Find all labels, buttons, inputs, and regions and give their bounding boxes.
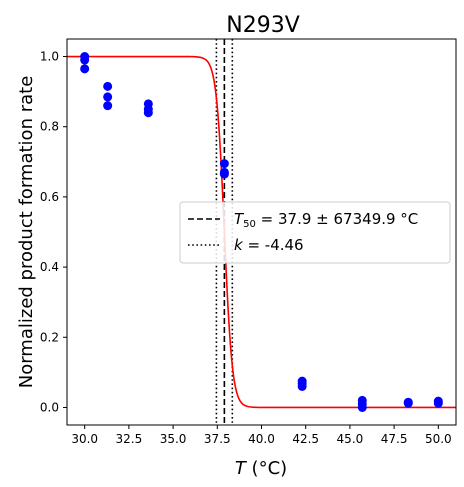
fit-curve-layer bbox=[67, 55, 456, 409]
data-point bbox=[143, 108, 153, 118]
y-axis: 0.0 0.2 0.4 0.6 0.8 1.0 bbox=[40, 50, 67, 414]
x-tick-label: 30.0 bbox=[71, 432, 98, 446]
chart-title: N293V bbox=[226, 13, 300, 38]
data-point bbox=[219, 159, 229, 169]
x-axis: 30.0 32.5 35.0 37.5 40.0 42.5 45.0 47.5 50.0 bbox=[71, 425, 452, 446]
data-point bbox=[103, 81, 113, 91]
legend: T50 = 37.9 ± 67349.9 °C k = -4.46 bbox=[179, 201, 451, 264]
data-point bbox=[357, 402, 367, 412]
data-point bbox=[403, 398, 413, 408]
y-tick-label: 0.2 bbox=[40, 330, 59, 344]
x-tick-label: 40.0 bbox=[248, 432, 275, 446]
data-point bbox=[80, 64, 90, 74]
x-tick-label: 35.0 bbox=[160, 432, 187, 446]
data-points bbox=[80, 52, 443, 412]
data-point bbox=[103, 92, 113, 102]
x-tick-label: 45.0 bbox=[337, 432, 364, 446]
x-tick-label: 32.5 bbox=[116, 432, 143, 446]
legend-entry-k: k = -4.46 bbox=[234, 236, 304, 254]
data-point bbox=[297, 381, 307, 391]
x-tick-label: 42.5 bbox=[292, 432, 319, 446]
y-tick-label: 0.8 bbox=[40, 120, 59, 134]
legend-entry-t50: T50 = 37.9 ± 67349.9 °C bbox=[234, 210, 418, 230]
data-point bbox=[103, 101, 113, 111]
data-point bbox=[80, 55, 90, 65]
y-tick-label: 0.4 bbox=[40, 260, 59, 274]
x-tick-label: 47.5 bbox=[381, 432, 408, 446]
fit-curve bbox=[67, 55, 456, 409]
data-point bbox=[219, 169, 229, 179]
data-point bbox=[433, 398, 443, 408]
legend-box bbox=[179, 201, 451, 264]
y-tick-label: 0.6 bbox=[40, 190, 59, 204]
y-tick-label: 0.0 bbox=[40, 400, 59, 414]
y-axis-label: Normalized product formation rate bbox=[16, 76, 37, 389]
x-tick-label: 50.0 bbox=[425, 432, 452, 446]
y-tick-label: 1.0 bbox=[40, 50, 59, 64]
x-tick-label: 37.5 bbox=[204, 432, 231, 446]
x-axis-label: T (°C) bbox=[235, 458, 287, 479]
